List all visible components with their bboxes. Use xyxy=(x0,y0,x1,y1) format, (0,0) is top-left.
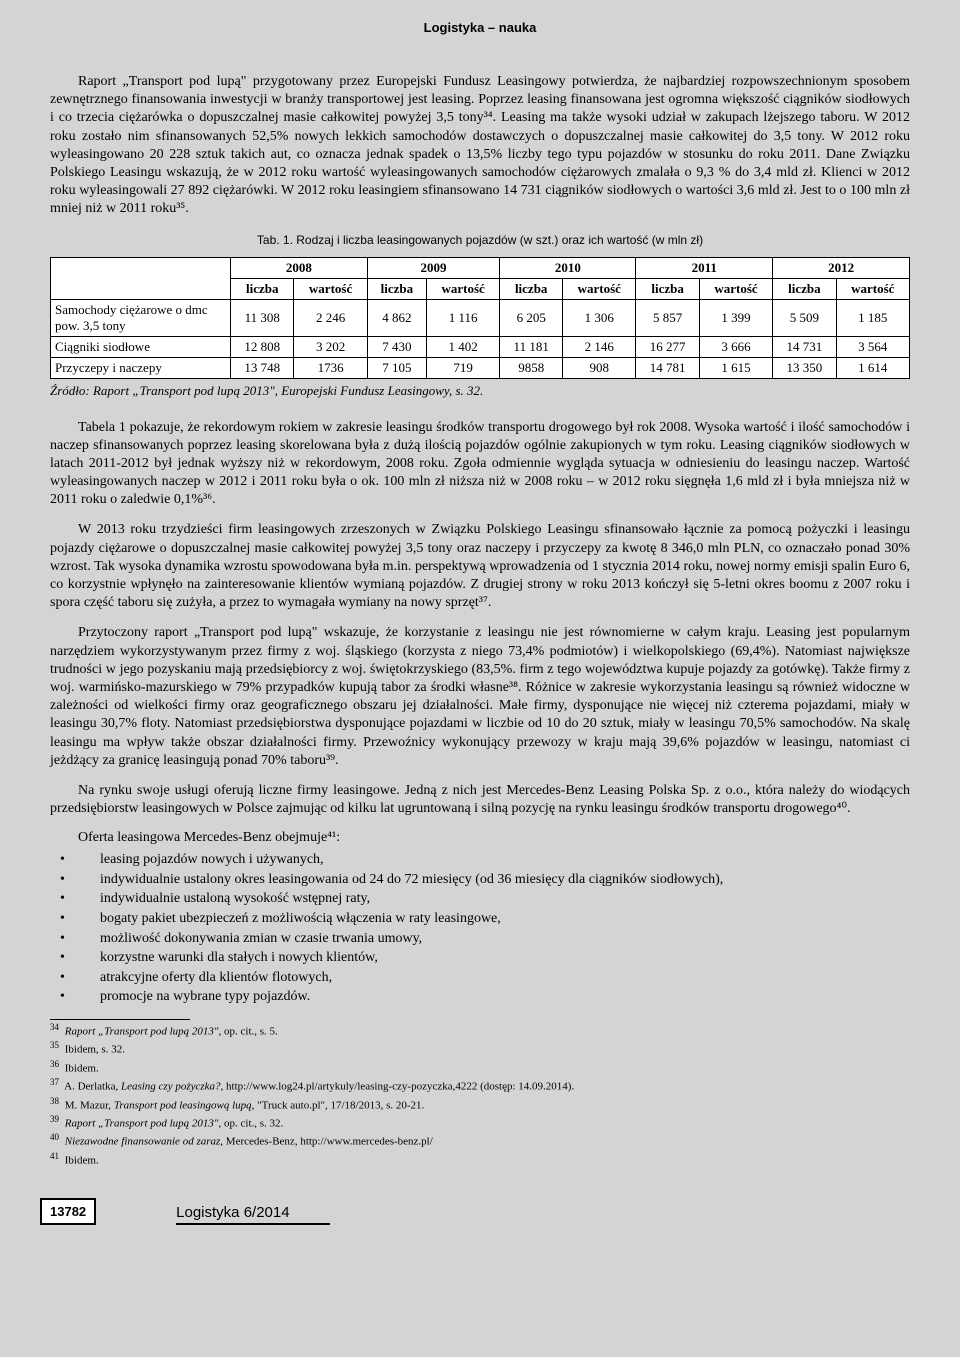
year-2009: 2009 xyxy=(367,257,500,278)
row-label: Przyczepy i naczepy xyxy=(51,357,231,378)
list-item: bogaty pakiet ubezpieczeń z możliwością … xyxy=(50,909,910,929)
row-label: Ciągniki siodłowe xyxy=(51,336,231,357)
cell: 14 781 xyxy=(636,357,699,378)
cell: 4 862 xyxy=(367,299,426,336)
list-item: promocje na wybrane typy pojazdów. xyxy=(50,987,910,1007)
page: Logistyka – nauka Raport „Transport pod … xyxy=(0,0,960,1357)
header-title: Logistyka – nauka xyxy=(50,20,910,35)
table-body: Samochody ciężarowe o dmc pow. 3,5 tony … xyxy=(51,299,910,378)
sub-liczba: liczba xyxy=(231,278,294,299)
cell: 2 146 xyxy=(563,336,636,357)
cell: 3 564 xyxy=(836,336,909,357)
list-item: indywidualnie ustaloną wysokość wstępnej… xyxy=(50,889,910,909)
cell: 1 402 xyxy=(426,336,499,357)
footnote: 36 Ibidem. xyxy=(50,1059,910,1076)
sub-liczba: liczba xyxy=(500,278,563,299)
footnote: 40 Niezawodne finansowanie od zaraz, Mer… xyxy=(50,1132,910,1149)
cell: 1 185 xyxy=(836,299,909,336)
footer: 13782 Logistyka 6/2014 xyxy=(50,1198,910,1225)
list-intro: Oferta leasingowa Mercedes-Benz obejmuje… xyxy=(50,830,910,846)
list-item: możliwość dokonywania zmian w czasie trw… xyxy=(50,929,910,949)
paragraph-2: Tabela 1 pokazuje, że rekordowym rokiem … xyxy=(50,419,910,510)
cell: 1 614 xyxy=(836,357,909,378)
row-label: Samochody ciężarowe o dmc pow. 3,5 tony xyxy=(51,299,231,336)
list-item: atrakcyjne oferty dla klientów flotowych… xyxy=(50,968,910,988)
year-2010: 2010 xyxy=(500,257,636,278)
cell: 9858 xyxy=(500,357,563,378)
cell: 12 808 xyxy=(231,336,294,357)
footnote: 34 Raport „Transport pod lupą 2013", op.… xyxy=(50,1022,910,1039)
list-item: korzystne warunki dla stałych i nowych k… xyxy=(50,948,910,968)
table-row: Przyczepy i naczepy 13 748 1736 7 105 71… xyxy=(51,357,910,378)
table-caption: Tab. 1. Rodzaj i liczba leasingowanych p… xyxy=(50,233,910,247)
footnotes-separator xyxy=(50,1019,190,1020)
cell: 1 615 xyxy=(699,357,772,378)
paragraph-4: Przytoczony raport „Transport pod lupą" … xyxy=(50,624,910,770)
table-header-years: 2008 2009 2010 2011 2012 xyxy=(51,257,910,278)
footnote: 38 M. Mazur, Transport pod leasingową lu… xyxy=(50,1096,910,1113)
sub-liczba: liczba xyxy=(367,278,426,299)
offer-list: leasing pojazdów nowych i używanych, ind… xyxy=(50,850,910,1007)
cell: 16 277 xyxy=(636,336,699,357)
cell: 13 748 xyxy=(231,357,294,378)
sub-wartosc: wartość xyxy=(699,278,772,299)
list-item: leasing pojazdów nowych i używanych, xyxy=(50,850,910,870)
page-number: 13782 xyxy=(40,1198,96,1225)
cell: 1 399 xyxy=(699,299,772,336)
table-source: Źródło: Raport „Transport pod lupą 2013"… xyxy=(50,383,910,399)
sub-wartosc: wartość xyxy=(426,278,499,299)
sub-wartosc: wartość xyxy=(294,278,367,299)
cell: 14 731 xyxy=(773,336,836,357)
cell: 3 666 xyxy=(699,336,772,357)
footnotes: 34 Raport „Transport pod lupą 2013", op.… xyxy=(50,1022,910,1168)
table-row: Samochody ciężarowe o dmc pow. 3,5 tony … xyxy=(51,299,910,336)
cell: 719 xyxy=(426,357,499,378)
footnote: 39 Raport „Transport pod lupą 2013", op.… xyxy=(50,1114,910,1131)
sub-wartosc: wartość xyxy=(836,278,909,299)
sub-liczba: liczba xyxy=(773,278,836,299)
footer-journal: Logistyka 6/2014 xyxy=(176,1204,329,1225)
cell: 5 857 xyxy=(636,299,699,336)
cell: 13 350 xyxy=(773,357,836,378)
paragraph-3: W 2013 roku trzydzieści firm leasingowyc… xyxy=(50,521,910,612)
cell: 7 430 xyxy=(367,336,426,357)
cell: 908 xyxy=(563,357,636,378)
footnote: 37 A. Derlatka, Leasing czy pożyczka?, h… xyxy=(50,1077,910,1094)
cell: 6 205 xyxy=(500,299,563,336)
leasing-table: 2008 2009 2010 2011 2012 liczba wartość … xyxy=(50,257,910,379)
sub-liczba: liczba xyxy=(636,278,699,299)
year-2012: 2012 xyxy=(773,257,910,278)
cell: 5 509 xyxy=(773,299,836,336)
cell: 7 105 xyxy=(367,357,426,378)
cell: 3 202 xyxy=(294,336,367,357)
list-item: indywidualnie ustalony okres leasingowan… xyxy=(50,870,910,890)
cell: 2 246 xyxy=(294,299,367,336)
cell: 11 308 xyxy=(231,299,294,336)
paragraph-5: Na rynku swoje usługi oferują liczne fir… xyxy=(50,782,910,818)
paragraph-1: Raport „Transport pod lupą" przygotowany… xyxy=(50,73,910,219)
year-2011: 2011 xyxy=(636,257,773,278)
cell: 1736 xyxy=(294,357,367,378)
table-row: Ciągniki siodłowe 12 808 3 202 7 430 1 4… xyxy=(51,336,910,357)
sub-wartosc: wartość xyxy=(563,278,636,299)
footnote: 41 Ibidem. xyxy=(50,1151,910,1168)
footnote: 35 Ibidem, s. 32. xyxy=(50,1040,910,1057)
cell: 1 116 xyxy=(426,299,499,336)
year-2008: 2008 xyxy=(231,257,368,278)
cell: 1 306 xyxy=(563,299,636,336)
cell: 11 181 xyxy=(500,336,563,357)
